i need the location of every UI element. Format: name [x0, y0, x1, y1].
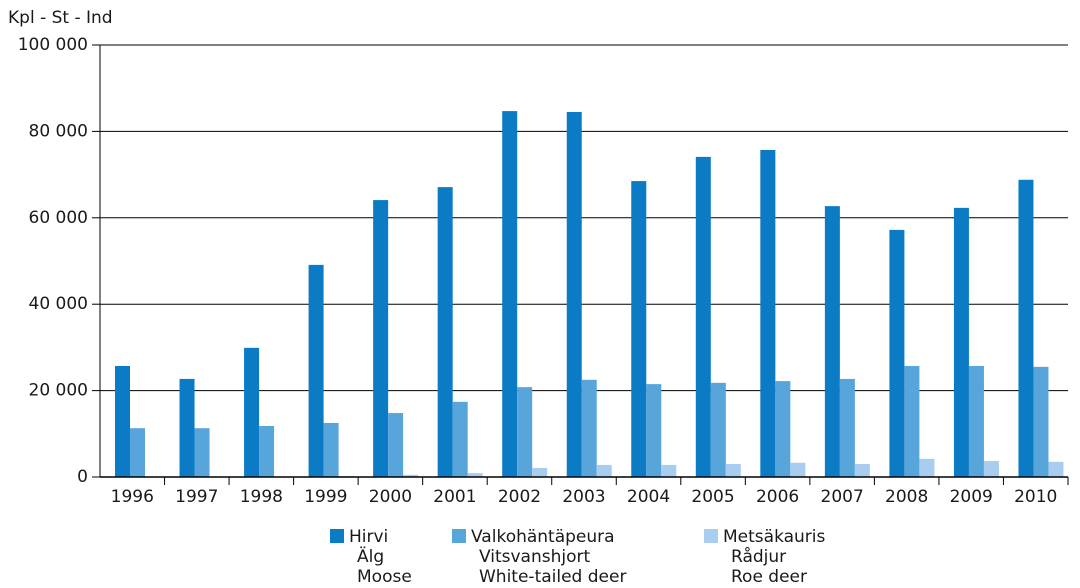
legend-swatch — [704, 529, 718, 543]
y-tick-label: 100 000 — [18, 35, 88, 55]
legend-label: Moose — [357, 567, 412, 587]
bar — [259, 426, 275, 477]
bar — [373, 200, 389, 477]
x-tick-label: 2001 — [433, 487, 476, 507]
bar — [889, 229, 905, 477]
bar — [596, 464, 612, 477]
legend-label: Rådjur — [731, 546, 786, 567]
bar — [725, 464, 741, 477]
bar — [631, 181, 647, 477]
x-tick-label: 2005 — [691, 487, 734, 507]
y-tick-label: 40 000 — [29, 294, 88, 314]
bar — [308, 264, 324, 477]
x-tick-label: 2003 — [562, 487, 605, 507]
bar — [437, 187, 453, 478]
x-tick-label: 1997 — [175, 487, 218, 507]
bar — [179, 378, 195, 477]
bar — [775, 381, 791, 477]
bar — [839, 378, 855, 477]
bar — [467, 473, 483, 477]
bar — [919, 458, 935, 477]
bar — [194, 428, 210, 477]
bar — [323, 423, 339, 477]
bar — [1033, 366, 1049, 477]
bar — [1048, 461, 1064, 477]
bar — [904, 365, 920, 477]
bar — [115, 365, 130, 477]
bar — [695, 156, 711, 477]
legend-label: Valkohäntäpeura — [471, 527, 615, 547]
bar — [581, 379, 597, 477]
y-tick-label: 60 000 — [29, 208, 88, 228]
x-tick-label: 1999 — [304, 487, 347, 507]
bar — [646, 384, 662, 477]
legend-swatch — [330, 529, 344, 543]
bar — [403, 474, 419, 477]
y-tick-label: 80 000 — [29, 121, 88, 141]
x-tick-label: 1998 — [240, 487, 283, 507]
x-tick-label: 2007 — [821, 487, 864, 507]
bar — [790, 462, 806, 477]
x-tick-label: 2002 — [498, 487, 541, 507]
legend-label: Roe deer — [731, 567, 807, 587]
legend-label: Metsäkauris — [723, 527, 826, 547]
x-tick-label: 2006 — [756, 487, 799, 507]
x-tick-label: 1996 — [111, 487, 154, 507]
bar — [452, 401, 468, 477]
bar — [502, 111, 518, 477]
bar — [244, 347, 260, 477]
bar — [130, 428, 145, 477]
x-tick-label: 2009 — [950, 487, 993, 507]
x-tick-label: 2004 — [627, 487, 670, 507]
bar — [388, 413, 404, 477]
x-tick-label: 2000 — [369, 487, 412, 507]
bar — [760, 149, 776, 477]
bar — [854, 464, 870, 477]
y-tick-label: 20 000 — [29, 381, 88, 401]
bar — [566, 111, 582, 478]
bar — [968, 365, 984, 477]
bar — [983, 461, 999, 477]
bar — [710, 382, 726, 477]
bar — [1018, 179, 1034, 477]
bar — [661, 464, 677, 477]
x-tick-label: 2010 — [1014, 487, 1057, 507]
legend-label: Hirvi — [349, 527, 388, 547]
y-axis-label: Kpl - St - Ind — [8, 8, 113, 28]
bar — [517, 387, 533, 477]
legend-swatch — [452, 529, 466, 543]
legend-label: Vitsvanshjort — [479, 547, 590, 567]
x-tick-label: 2008 — [885, 487, 928, 507]
y-tick-label: 0 — [77, 467, 88, 487]
legend-label: Älg — [357, 546, 384, 567]
bar — [824, 206, 840, 478]
bar — [953, 207, 969, 477]
bar — [532, 467, 548, 477]
legend-label: White-tailed deer — [479, 567, 626, 587]
